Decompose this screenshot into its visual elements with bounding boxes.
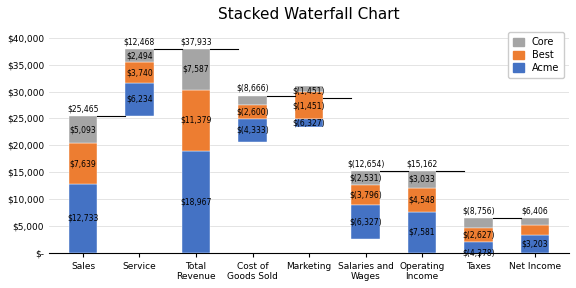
Text: $7,639: $7,639 xyxy=(70,159,96,168)
Bar xyxy=(408,187,436,212)
Text: $7,587: $7,587 xyxy=(183,65,209,74)
Title: Stacked Waterfall Chart: Stacked Waterfall Chart xyxy=(218,7,400,22)
Bar xyxy=(408,212,436,253)
Text: $3,203: $3,203 xyxy=(522,240,548,249)
Text: $2,494: $2,494 xyxy=(126,51,153,60)
Text: $(2,627): $(2,627) xyxy=(463,230,495,239)
Bar xyxy=(182,49,210,90)
Bar xyxy=(351,185,380,205)
Bar xyxy=(295,92,323,119)
Text: $18,967: $18,967 xyxy=(180,197,212,206)
Text: $11,379: $11,379 xyxy=(180,116,212,125)
Text: $6,234: $6,234 xyxy=(126,95,153,104)
Text: $6,406: $6,406 xyxy=(522,206,548,216)
Text: $7,581: $7,581 xyxy=(409,228,435,237)
Text: $3,740: $3,740 xyxy=(126,68,153,77)
Bar xyxy=(126,83,154,116)
Text: $(2,600): $(2,600) xyxy=(236,107,269,116)
Text: $(6,327): $(6,327) xyxy=(293,119,325,128)
Bar xyxy=(521,225,550,236)
Text: $37,933: $37,933 xyxy=(180,37,212,46)
Bar xyxy=(351,205,380,239)
Bar xyxy=(69,116,97,143)
Bar xyxy=(464,218,492,228)
Text: $(12,654): $(12,654) xyxy=(347,160,384,168)
Legend: Core, Best, Acme: Core, Best, Acme xyxy=(507,32,564,78)
Bar xyxy=(182,90,210,151)
Bar xyxy=(464,242,492,265)
Text: $3,033: $3,033 xyxy=(409,175,435,184)
Bar xyxy=(351,171,380,185)
Text: $(3,796): $(3,796) xyxy=(349,191,382,200)
Text: $(8,666): $(8,666) xyxy=(236,84,269,93)
Bar xyxy=(126,49,154,62)
Text: $(8,756): $(8,756) xyxy=(463,206,495,216)
Bar xyxy=(238,119,267,142)
Text: $(4,378): $(4,378) xyxy=(463,249,495,258)
Text: $(1,451): $(1,451) xyxy=(293,101,325,110)
Text: $(6,327): $(6,327) xyxy=(349,218,382,227)
Bar xyxy=(408,171,436,187)
Text: $15,162: $15,162 xyxy=(407,160,438,168)
Bar xyxy=(69,184,97,253)
Text: $12,733: $12,733 xyxy=(67,214,98,223)
Bar xyxy=(182,151,210,253)
Bar xyxy=(238,96,267,105)
Bar xyxy=(295,86,323,92)
Text: $5,093: $5,093 xyxy=(70,125,96,134)
Text: $12,468: $12,468 xyxy=(124,37,155,46)
Text: $(4,333): $(4,333) xyxy=(236,126,269,135)
Text: $25,465: $25,465 xyxy=(67,104,98,113)
Bar xyxy=(521,236,550,253)
Text: $(2,531): $(2,531) xyxy=(349,174,382,183)
Text: $(1,451): $(1,451) xyxy=(293,86,325,95)
Bar xyxy=(238,105,267,119)
Bar xyxy=(521,218,550,225)
Text: $4,548: $4,548 xyxy=(409,195,435,204)
Bar xyxy=(464,228,492,242)
Bar xyxy=(126,62,154,83)
Bar xyxy=(295,119,323,127)
Bar xyxy=(69,143,97,184)
